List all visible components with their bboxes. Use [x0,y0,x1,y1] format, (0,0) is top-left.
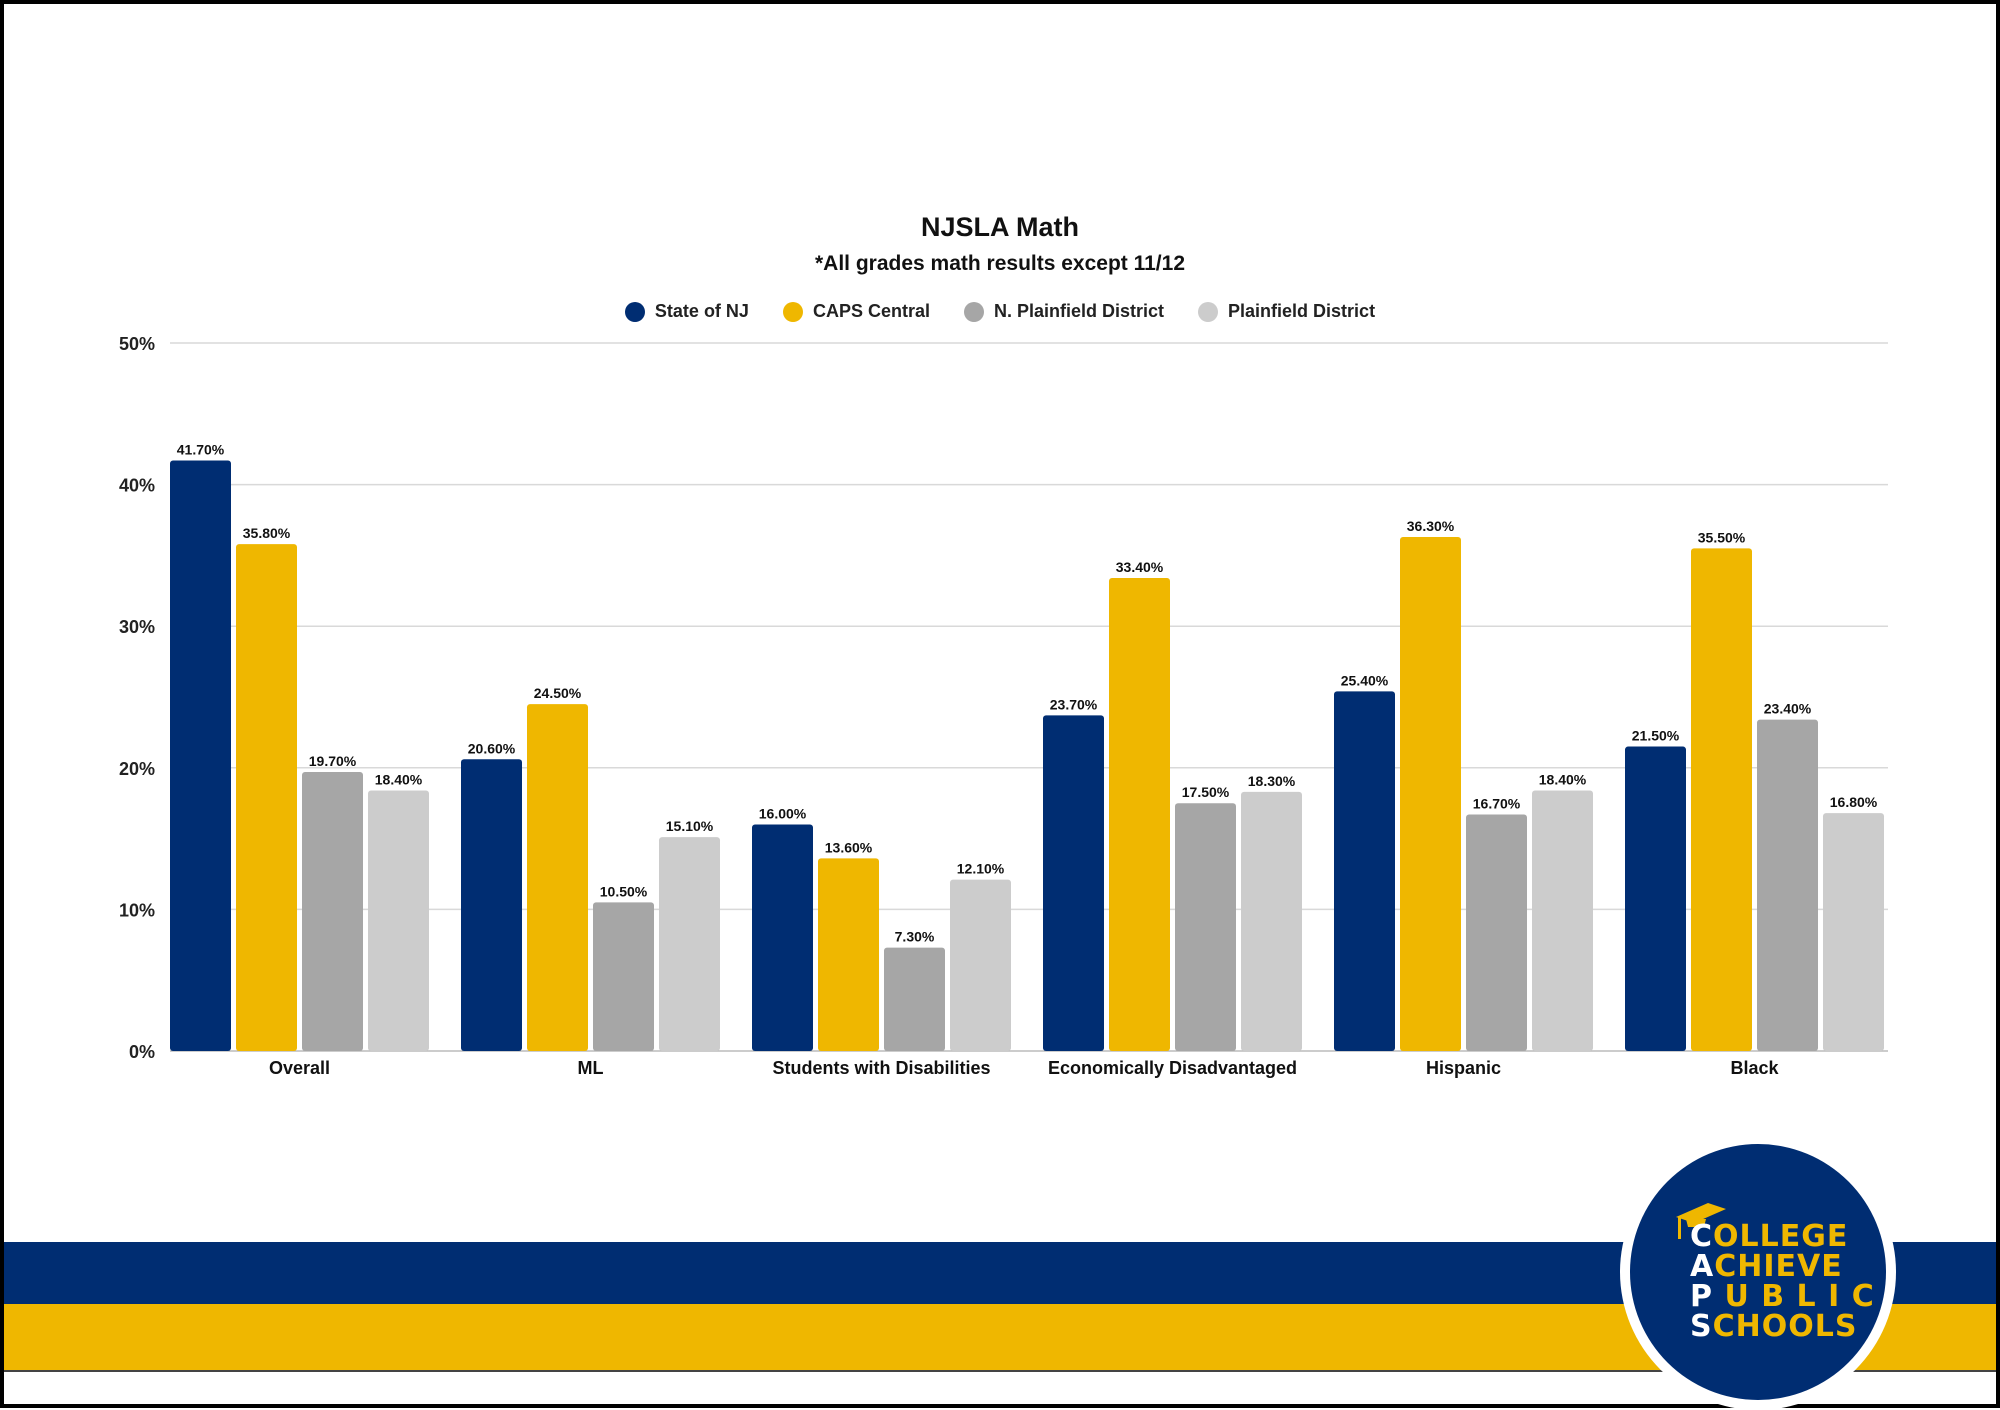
bar [752,824,813,1051]
legend-dot [624,301,645,322]
data-label: 36.30% [1407,518,1455,534]
x-tick-label: ML [578,1058,604,1078]
data-label: 7.30% [895,929,935,945]
y-tick-label: 10% [119,900,155,920]
data-label: 15.10% [666,818,714,834]
legend-label: Plainfield District [1228,301,1376,321]
bar [593,902,654,1051]
legend-label: N. Plainfield District [993,301,1165,321]
chart-legend: State of NJ CAPS Central N. Plainfield D… [0,301,2000,322]
data-label: 16.70% [1473,796,1521,812]
data-label: 16.80% [1830,794,1878,810]
bar [1625,746,1686,1051]
legend-item-n-plainfield: N. Plainfield District [963,301,1165,322]
data-label: 33.40% [1116,559,1164,575]
chart-title: NJSLA Math [920,212,1079,242]
bar [1334,691,1395,1051]
bar [1109,578,1170,1051]
data-label: 21.50% [1632,728,1680,744]
bar [1691,548,1752,1051]
bar [1532,790,1593,1051]
data-label: 20.60% [468,740,516,756]
data-label: 17.50% [1182,784,1230,800]
legend-item-state-of-nj: State of NJ [624,301,749,322]
data-label: 10.50% [600,883,648,899]
data-label: 18.40% [375,771,423,787]
data-label: 25.40% [1341,672,1389,688]
bar [1241,791,1302,1051]
bar [170,460,231,1051]
x-tick-label: Black [1730,1058,1779,1078]
chart-subtitle: *All grades math results except 11/12 [814,252,1185,275]
legend-item-caps-central: CAPS Central [782,301,930,322]
data-label: 12.10% [957,861,1005,877]
y-tick-label: 0% [129,1042,155,1062]
caps-logo: COLLEGE ACHIEVE P U B L I C SCHOOLS [1620,1134,1896,1410]
x-tick-label: Hispanic [1426,1058,1501,1078]
bar [1757,719,1818,1051]
bar [527,704,588,1051]
data-label: 23.40% [1764,701,1812,717]
x-tick-label: Overall [269,1058,330,1078]
graduation-cap-icon [1676,1203,1726,1239]
data-label: 13.60% [825,839,873,855]
y-tick-label: 20% [119,759,155,779]
logo-text: COLLEGE ACHIEVE P U B L I C SCHOOLS [1690,1219,1875,1344]
bar [950,879,1011,1051]
y-tick-label: 30% [119,617,155,637]
y-tick-label: 40% [119,476,155,496]
bar [1400,536,1461,1051]
legend-label: CAPS Central [812,301,930,321]
data-label: 41.70% [177,442,225,458]
legend-item-plainfield: Plainfield District [1198,301,1375,322]
data-label: 35.50% [1698,529,1746,545]
bar [884,947,945,1051]
bar [1043,715,1104,1051]
bar [1466,814,1527,1051]
legend-dot [963,301,984,322]
legend-dot [1198,301,1219,322]
bar [236,544,297,1051]
data-label: 23.70% [1050,696,1098,712]
bar [818,858,879,1051]
bar [461,759,522,1051]
data-label: 18.30% [1248,773,1296,789]
data-label: 16.00% [759,805,807,821]
data-label: 19.70% [309,753,357,769]
legend-label: State of NJ [654,301,749,321]
x-tick-label: Economically Disadvantaged [1048,1058,1297,1078]
bar [302,772,363,1051]
bar [659,837,720,1051]
data-label: 24.50% [534,685,582,701]
y-tick-label: 50% [119,334,155,354]
bar [1823,813,1884,1051]
bar [1175,803,1236,1051]
data-label: 35.80% [243,525,291,541]
bar [368,790,429,1051]
legend-dot [782,301,803,322]
data-label: 18.40% [1539,771,1587,787]
bar-chart: 0% 10% 20% 30% 40% 50% 41.70% 35.80% 19.70% 18.40… [119,334,1888,1078]
x-tick-label: Students with Disabilities [772,1058,990,1078]
